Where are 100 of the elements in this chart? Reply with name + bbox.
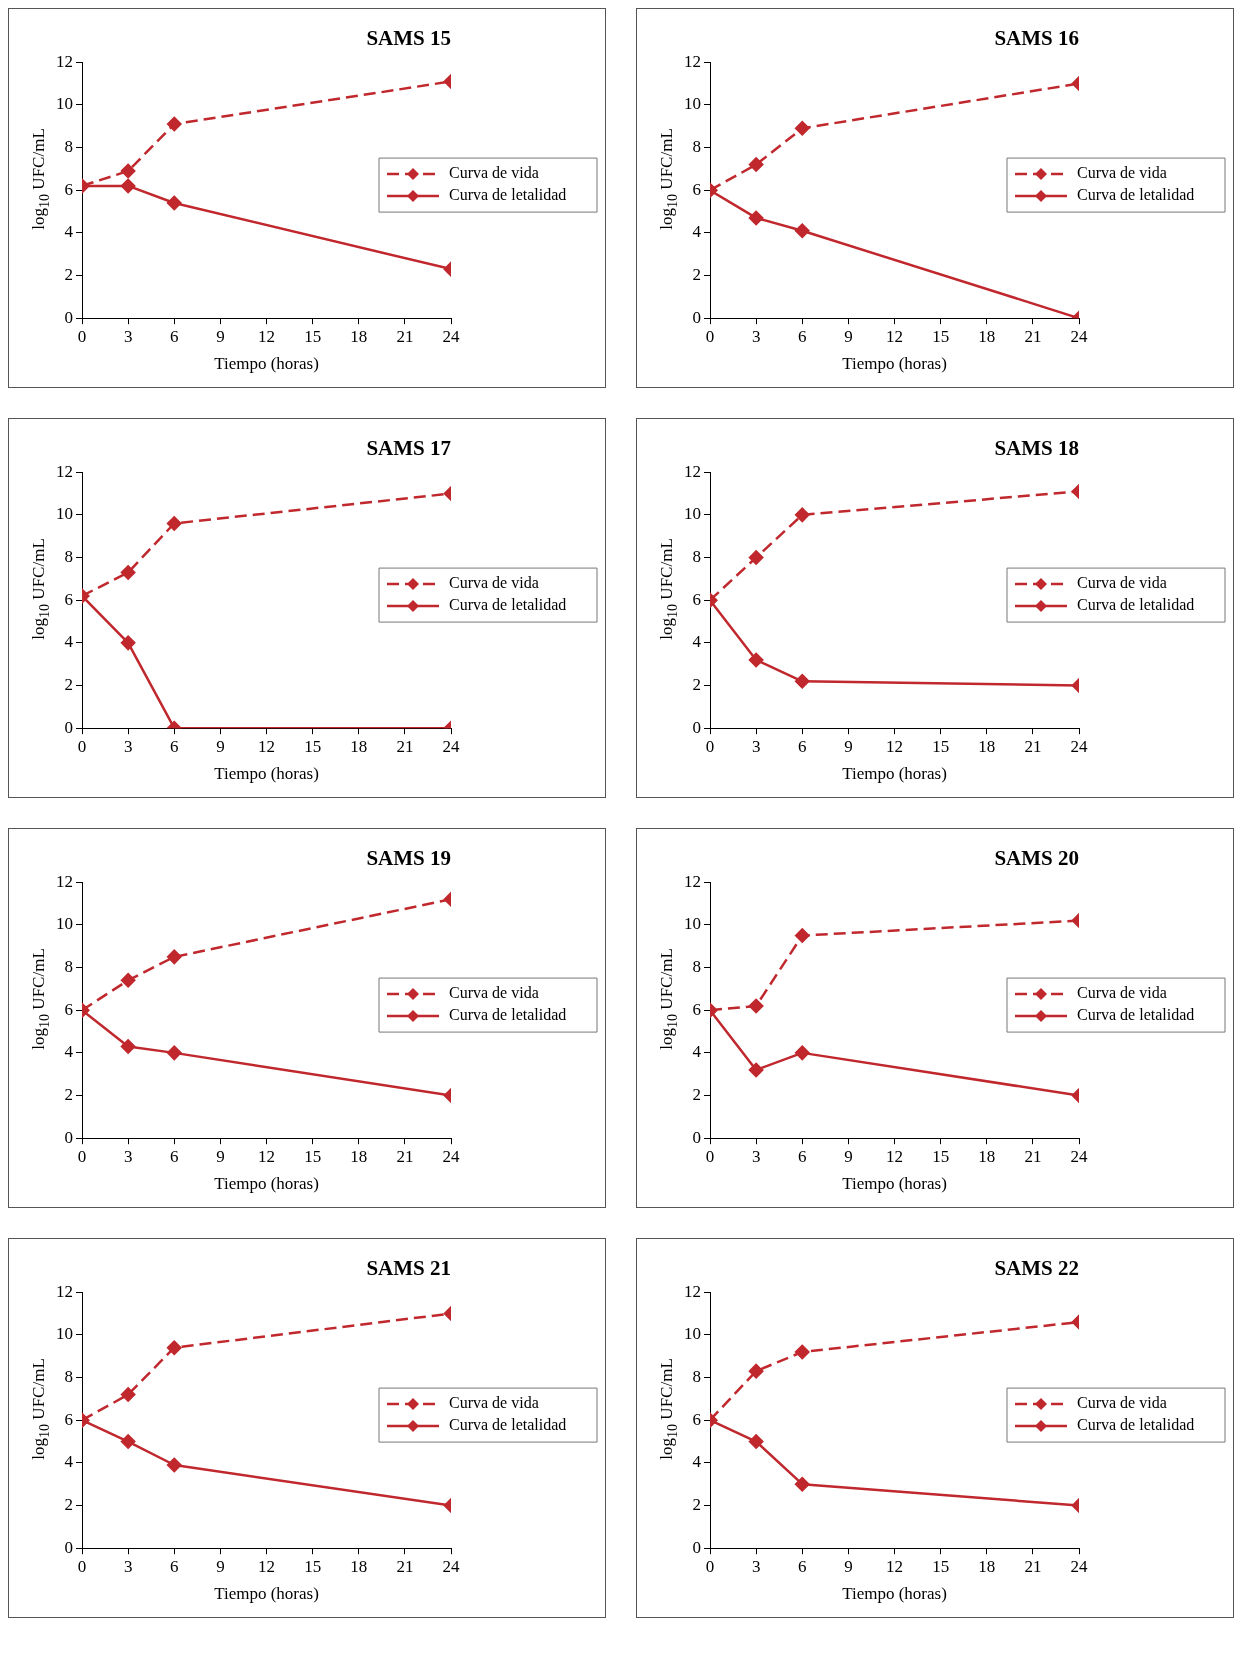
x-tick-label: 18 bbox=[350, 1146, 368, 1166]
x-tick-label: 24 bbox=[442, 736, 460, 756]
x-tick-label: 12 bbox=[258, 736, 275, 756]
y-tick-label: 2 bbox=[64, 1085, 73, 1104]
x-tick-label: 18 bbox=[978, 1556, 996, 1576]
x-tick-label: 0 bbox=[77, 326, 87, 346]
x-tick-label: 15 bbox=[304, 736, 322, 756]
y-tick-label: 0 bbox=[692, 1537, 701, 1557]
y-tick-label: 4 bbox=[692, 222, 702, 242]
chart-title: SAMS 22 bbox=[994, 1256, 1079, 1281]
x-tick-label: 9 bbox=[216, 326, 225, 346]
legend-label: Curva de letalidad bbox=[449, 1416, 567, 1434]
x-axis-title: Tiempo (horas) bbox=[842, 354, 947, 374]
y-tick-label: 4 bbox=[64, 632, 74, 652]
x-axis-title: Tiempo (horas) bbox=[214, 1584, 319, 1604]
legend-label: Curva de vida bbox=[449, 984, 539, 1002]
x-tick-label: 12 bbox=[258, 1146, 275, 1166]
y-tick-label: 10 bbox=[684, 1324, 701, 1344]
x-tick-label: 0 bbox=[705, 736, 715, 756]
y-tick-label: 8 bbox=[64, 957, 73, 976]
chart-title: SAMS 19 bbox=[366, 846, 451, 871]
x-tick-label: 12 bbox=[886, 1146, 903, 1166]
x-tick-label: 15 bbox=[932, 1556, 950, 1576]
x-tick-label: 21 bbox=[396, 736, 414, 756]
y-tick-label: 4 bbox=[692, 632, 702, 652]
x-tick-label: 9 bbox=[844, 1556, 853, 1576]
legend-label: Curva de letalidad bbox=[1077, 596, 1195, 614]
y-tick-label: 8 bbox=[64, 1367, 73, 1386]
x-tick-label: 24 bbox=[442, 1146, 460, 1166]
y-tick-label: 2 bbox=[692, 265, 701, 284]
y-tick-label: 12 bbox=[684, 871, 701, 891]
x-tick-label: 9 bbox=[844, 736, 853, 756]
x-tick-label: 9 bbox=[844, 326, 853, 346]
x-tick-label: 21 bbox=[396, 1146, 414, 1166]
legend-label: Curva de letalidad bbox=[1077, 1006, 1195, 1024]
legend-label: Curva de letalidad bbox=[449, 186, 567, 204]
y-tick-label: 4 bbox=[64, 222, 74, 242]
y-tick-label: 2 bbox=[692, 1085, 701, 1104]
y-tick-label: 0 bbox=[692, 307, 701, 327]
x-tick-label: 0 bbox=[77, 1146, 87, 1166]
x-tick-label: 6 bbox=[170, 1556, 179, 1576]
y-tick-label: 0 bbox=[64, 1537, 73, 1557]
x-tick-label: 6 bbox=[170, 736, 179, 756]
x-tick-label: 21 bbox=[396, 326, 414, 346]
chart-title: SAMS 16 bbox=[994, 26, 1079, 51]
y-tick-label: 8 bbox=[692, 1367, 701, 1386]
y-tick-label: 12 bbox=[56, 871, 73, 891]
x-axis-title: Tiempo (horas) bbox=[842, 1174, 947, 1194]
y-tick-label: 10 bbox=[56, 94, 73, 114]
x-tick-label: 15 bbox=[932, 736, 950, 756]
x-tick-label: 21 bbox=[396, 1556, 414, 1576]
legend-label: Curva de letalidad bbox=[449, 1006, 567, 1024]
y-tick-label: 2 bbox=[692, 675, 701, 694]
legend-label: Curva de letalidad bbox=[449, 596, 567, 614]
x-tick-label: 21 bbox=[1024, 326, 1042, 346]
y-tick-label: 2 bbox=[64, 675, 73, 694]
chart-title: SAMS 21 bbox=[366, 1256, 451, 1281]
x-tick-label: 0 bbox=[77, 1556, 87, 1576]
y-tick-label: 10 bbox=[56, 1324, 73, 1344]
legend-label: Curva de vida bbox=[1077, 164, 1167, 182]
x-tick-label: 3 bbox=[123, 736, 133, 756]
y-tick-label: 8 bbox=[64, 137, 73, 156]
x-axis-title: Tiempo (horas) bbox=[214, 354, 319, 374]
chart-title: SAMS 15 bbox=[366, 26, 451, 51]
x-tick-label: 24 bbox=[1070, 1146, 1088, 1166]
x-tick-label: 3 bbox=[123, 1146, 133, 1166]
x-tick-label: 12 bbox=[258, 326, 275, 346]
y-tick-label: 8 bbox=[692, 547, 701, 566]
x-tick-label: 12 bbox=[258, 1556, 275, 1576]
y-tick-label: 4 bbox=[64, 1452, 74, 1472]
y-tick-label: 6 bbox=[692, 999, 701, 1019]
legend-label: Curva de vida bbox=[449, 1394, 539, 1412]
x-tick-label: 0 bbox=[705, 326, 715, 346]
x-tick-label: 18 bbox=[350, 1556, 368, 1576]
x-tick-label: 3 bbox=[751, 1146, 761, 1166]
x-tick-label: 3 bbox=[751, 1556, 761, 1576]
x-tick-label: 24 bbox=[442, 326, 460, 346]
chart-title: SAMS 17 bbox=[366, 436, 451, 461]
x-axis-title: Tiempo (horas) bbox=[214, 1174, 319, 1194]
x-tick-label: 18 bbox=[350, 736, 368, 756]
y-tick-label: 4 bbox=[64, 1042, 74, 1062]
x-tick-label: 24 bbox=[442, 1556, 460, 1576]
y-tick-label: 6 bbox=[692, 179, 701, 199]
x-tick-label: 3 bbox=[123, 1556, 133, 1576]
y-tick-label: 4 bbox=[692, 1452, 702, 1472]
x-tick-label: 9 bbox=[216, 1146, 225, 1166]
y-tick-label: 12 bbox=[684, 1281, 701, 1301]
y-tick-label: 6 bbox=[64, 589, 73, 609]
legend-label: Curva de vida bbox=[1077, 574, 1167, 592]
x-tick-label: 3 bbox=[751, 326, 761, 346]
y-tick-label: 12 bbox=[684, 51, 701, 71]
x-tick-label: 18 bbox=[978, 736, 996, 756]
legend-label: Curva de letalidad bbox=[1077, 1416, 1195, 1434]
x-axis-title: Tiempo (horas) bbox=[842, 1584, 947, 1604]
x-tick-label: 6 bbox=[798, 326, 807, 346]
chart-title: SAMS 18 bbox=[994, 436, 1079, 461]
x-tick-label: 12 bbox=[886, 1556, 903, 1576]
y-tick-label: 6 bbox=[64, 999, 73, 1019]
y-tick-label: 12 bbox=[684, 461, 701, 481]
x-tick-label: 24 bbox=[1070, 326, 1088, 346]
